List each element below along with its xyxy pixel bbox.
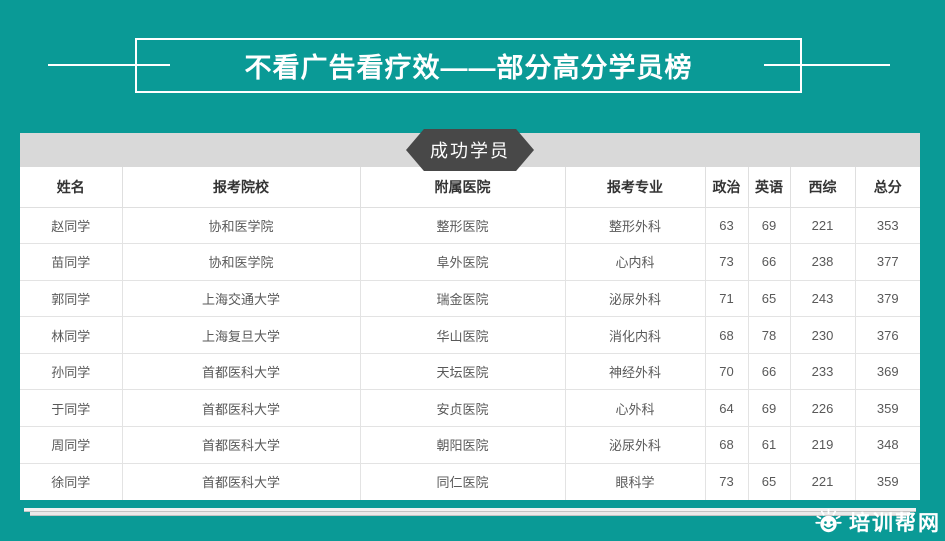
table-row: 周同学 首都医科大学 朝阳医院 泌尿外科 68 61 219 348: [20, 426, 920, 464]
table-cell: 359: [854, 463, 920, 500]
column-header-school: 报考院校: [121, 167, 360, 208]
table-cell: 233: [789, 353, 855, 391]
table-cell: 苗同学: [20, 243, 122, 281]
table-cell: 68: [704, 426, 748, 464]
table-cell: 周同学: [20, 426, 122, 464]
table-cell: 369: [854, 353, 920, 391]
table-cell: 首都医科大学: [121, 463, 360, 500]
table-cell: 377: [854, 243, 920, 281]
table-cell: 64: [704, 389, 748, 428]
table-cell: 整形外科: [564, 207, 705, 245]
table-cell: 348: [854, 426, 920, 464]
sun-face-icon: [815, 508, 842, 536]
table-cell: 230: [789, 316, 855, 354]
success-students-badge-label: 成功学员: [430, 141, 510, 161]
table-cell: 神经外科: [564, 353, 705, 391]
site-logo-text: 培训帮网: [849, 512, 941, 535]
table-cell: 65: [747, 463, 790, 500]
table-cell: 221: [789, 207, 855, 245]
table-cell: 78: [747, 316, 790, 354]
table-cell: 阜外医院: [359, 243, 565, 281]
table-cell: 63: [704, 207, 748, 245]
table-cell: 70: [704, 353, 748, 391]
table-cell: 徐同学: [20, 463, 122, 500]
table-cell: 整形医院: [359, 207, 565, 245]
column-header-politics: 政治: [704, 167, 748, 208]
column-header-western: 西综: [789, 167, 855, 208]
table-cell: 376: [854, 316, 920, 354]
table-cell: 上海交通大学: [121, 280, 360, 318]
table-cell: 首都医科大学: [121, 389, 360, 428]
table-cell: 消化内科: [564, 316, 705, 354]
table-cell: 朝阳医院: [359, 426, 565, 464]
table-cell: 心内科: [564, 243, 705, 281]
title-box: 不看广告看疗效——部分高分学员榜: [135, 38, 802, 93]
table-cell: 61: [747, 426, 790, 464]
table-cell: 73: [704, 463, 748, 500]
table-cell: 瑞金医院: [359, 280, 565, 318]
table-cell: 泌尿外科: [564, 426, 705, 464]
site-logo: 培训帮网: [815, 507, 941, 537]
table-cell: 66: [747, 353, 790, 391]
table-cell: 238: [789, 243, 855, 281]
table-row: 苗同学 协和医学院 阜外医院 心内科 73 66 238 377: [20, 243, 920, 281]
banner-bar: 成功学员: [20, 129, 920, 171]
table-cell: 协和医学院: [121, 243, 360, 281]
table-cell: 于同学: [20, 389, 122, 428]
table-row: 郭同学 上海交通大学 瑞金医院 泌尿外科 71 65 243 379: [20, 280, 920, 318]
table-cell: 243: [789, 280, 855, 318]
table-cell: 天坛医院: [359, 353, 565, 391]
table-cell: 359: [854, 389, 920, 428]
table-cell: 孙同学: [20, 353, 122, 391]
table-cell: 心外科: [564, 389, 705, 428]
table-cell: 65: [747, 280, 790, 318]
table-cell: 69: [747, 207, 790, 245]
table-cell: 71: [704, 280, 748, 318]
table-cell: 221: [789, 463, 855, 500]
table-cell: 73: [704, 243, 748, 281]
column-header-hospital: 附属医院: [359, 167, 565, 208]
table-cell: 69: [747, 389, 790, 428]
table-cell: 首都医科大学: [121, 353, 360, 391]
table-cell: 安贞医院: [359, 389, 565, 428]
students-card: 成功学员 姓名 报考院校 附属医院 报考专业 政治 英语 西综 总分: [20, 129, 920, 500]
table-cell: 379: [854, 280, 920, 318]
table-row: 林同学 上海复旦大学 华山医院 消化内科 68 78 230 376: [20, 316, 920, 354]
students-table: 姓名 报考院校 附属医院 报考专业 政治 英语 西综 总分 赵同学 协和医学院 整形…: [20, 167, 920, 500]
title-decor-line-left: [48, 64, 170, 66]
column-header-major: 报考专业: [564, 167, 705, 208]
table-body: 赵同学 协和医学院 整形医院 整形外科 63 69 221 353 苗同学 协和医学院 阜外医院 心内…: [20, 207, 920, 500]
table-cell: 226: [789, 389, 855, 428]
title-decor-line-right: [764, 64, 890, 66]
table-cell: 68: [704, 316, 748, 354]
table-cell: 赵同学: [20, 207, 122, 245]
table-row: 赵同学 协和医学院 整形医院 整形外科 63 69 221 353: [20, 207, 920, 245]
table-cell: 66: [747, 243, 790, 281]
table-cell: 华山医院: [359, 316, 565, 354]
table-cell: 353: [854, 207, 920, 245]
page-title: 不看广告看疗效——部分高分学员榜: [244, 53, 693, 83]
column-header-total: 总分: [854, 167, 920, 208]
column-header-name: 姓名: [20, 167, 122, 208]
card-stacked-shadow-1: [24, 508, 916, 512]
table-cell: 同仁医院: [359, 463, 565, 500]
table-cell: 泌尿外科: [564, 280, 705, 318]
table-cell: 219: [789, 426, 855, 464]
column-header-english: 英语: [747, 167, 790, 208]
table-row: 于同学 首都医科大学 安贞医院 心外科 64 69 226 359: [20, 389, 920, 428]
table-row: 孙同学 首都医科大学 天坛医院 神经外科 70 66 233 369: [20, 353, 920, 391]
table-cell: 郭同学: [20, 280, 122, 318]
table-cell: 上海复旦大学: [121, 316, 360, 354]
table-cell: 林同学: [20, 316, 122, 354]
card-stacked-shadow-2: [30, 512, 910, 516]
table-cell: 协和医学院: [121, 207, 360, 245]
table-header-row: 姓名 报考院校 附属医院 报考专业 政治 英语 西综 总分: [20, 167, 920, 208]
table-cell: 眼科学: [564, 463, 705, 500]
table-cell: 首都医科大学: [121, 426, 360, 464]
success-students-badge: 成功学员: [406, 129, 534, 171]
table-row: 徐同学 首都医科大学 同仁医院 眼科学 73 65 221 359: [20, 463, 920, 500]
